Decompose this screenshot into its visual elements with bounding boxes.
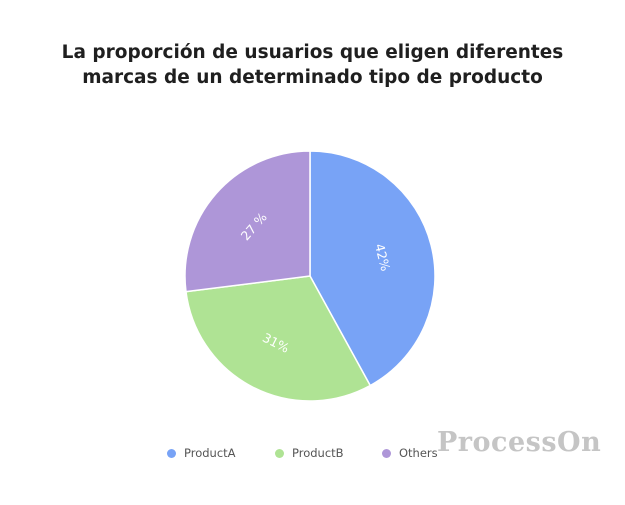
legend-item-producta[interactable]: ProductA: [167, 446, 236, 460]
chart-title-line-1: La proporción de usuarios que eligen dif…: [61, 42, 564, 63]
legend-label-productb: ProductB: [292, 446, 344, 460]
chart-legend: ProductA ProductB Others: [0, 446, 625, 464]
legend-dot-producta: [167, 448, 176, 458]
pie-slice-productb[interactable]: [185, 275, 372, 402]
legend-label-producta: ProductA: [184, 446, 236, 460]
chart-title-line-2: marcas de un determinado tipo de product…: [82, 67, 543, 88]
legend-dot-productb: [275, 448, 284, 458]
legend-item-productb[interactable]: ProductB: [275, 446, 344, 460]
pie-slice-others[interactable]: [184, 150, 311, 293]
legend-label-others: Others: [399, 446, 438, 460]
legend-item-others[interactable]: Others: [382, 446, 438, 460]
legend-dot-others: [382, 448, 391, 458]
pie-slice-producta[interactable]: [309, 150, 436, 387]
pie-label-producta: 42%: [372, 242, 393, 273]
chart-title: La proporción de usuarios que eligen dif…: [0, 40, 625, 90]
